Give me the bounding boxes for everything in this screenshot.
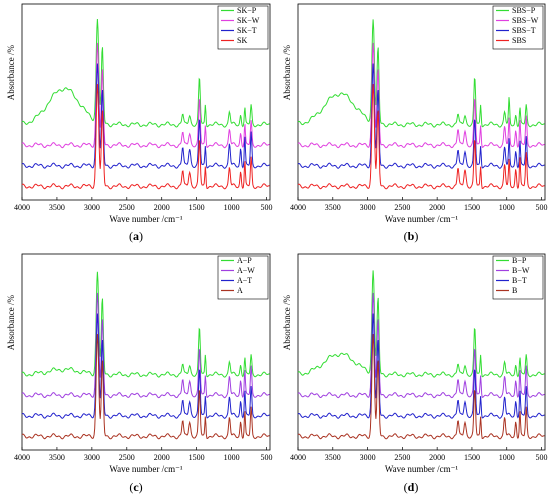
x-tick-label: 500 [536,453,548,462]
x-tick-label: 3000 [360,453,376,462]
x-tick-label: 500 [261,453,273,462]
x-tick-label: 3500 [325,203,341,212]
x-axis-label: Wave number /cm⁻¹ [109,464,183,474]
series-line [297,63,545,169]
legend-label: A−T [237,276,252,285]
legend-label: A [237,286,243,295]
x-tick-label: 3500 [49,203,65,212]
x-tick-label: 1500 [189,203,205,212]
legend-label: SBS−T [512,26,536,35]
x-tick-label: 4000 [290,453,306,462]
x-tick-label: 1500 [464,453,480,462]
x-tick-label: 2500 [394,453,410,462]
x-tick-label: 1500 [464,203,480,212]
legend-label: B−T [512,276,527,285]
series-line [21,42,270,149]
series-line [297,292,545,399]
legend-label: A−W [237,266,255,275]
series-line [21,83,270,190]
y-axis-label: Absorbance /% [282,44,292,100]
x-tick-label: 2500 [119,203,135,212]
panel-label: (c) [129,480,142,494]
series-line [21,271,270,378]
panel-c: 4000 3500 3000 2500 2000 1500 1000 500 Wave numb… [6,253,273,494]
x-tick-label: 1000 [499,453,515,462]
legend-label: SK−P [237,6,257,15]
x-tick-label: 1000 [224,453,240,462]
panel-label: (b) [404,229,419,243]
legend-label: B−W [512,266,530,275]
series-line [21,292,270,399]
legend-box [492,255,544,300]
x-tick-label: 3500 [325,453,341,462]
x-tick-label: 1500 [189,453,205,462]
legend-label: SBS [512,36,526,45]
y-axis-label: Absorbance /% [6,294,16,350]
legend-label: SBS−P [512,6,536,15]
y-axis-label: Absorbance /% [282,294,292,350]
legend-box [217,255,269,300]
legend-label: B−P [512,256,527,265]
series-line [297,333,545,440]
x-tick-label: 2000 [429,203,445,212]
x-tick-label: 3500 [49,453,65,462]
legend-label: SK−W [237,16,260,25]
x-tick-label: 4000 [290,203,306,212]
series-line [21,313,270,419]
legend-label: SK−T [237,26,257,35]
legend-box [492,5,544,50]
x-tick-label: 2500 [119,453,135,462]
x-axis-label: Wave number /cm⁻¹ [385,464,459,474]
legend-label: SBS−W [512,16,539,25]
plot-frame [297,253,546,451]
panel-label: (d) [404,480,419,494]
series-line [21,63,270,169]
x-tick-label: 4000 [14,453,30,462]
x-tick-label: 1000 [499,203,515,212]
x-axis-label: Wave number /cm⁻¹ [109,214,183,224]
x-axis-label: Wave number /cm⁻¹ [385,214,459,224]
panel-b: 4000 3500 3000 2500 2000 1500 1000 500 Wave numb… [282,3,548,243]
series-line [297,42,545,149]
y-axis-label: Absorbance /% [6,44,16,100]
x-tick-label: 4000 [14,203,30,212]
x-tick-label: 2000 [154,203,170,212]
x-tick-label: 3000 [84,453,100,462]
series-line [297,313,545,419]
series-line [297,270,545,378]
plot-frame [21,253,271,451]
x-tick-label: 500 [536,203,548,212]
legend-label: SK [237,36,247,45]
x-tick-label: 2000 [429,453,445,462]
series-line [297,19,545,128]
plot-frame [297,3,546,201]
x-tick-label: 3000 [84,203,100,212]
panel-d: 4000 3500 3000 2500 2000 1500 1000 500 Wave numb… [282,253,548,494]
x-tick-label: 3000 [360,203,376,212]
panel-label: (a) [129,229,143,243]
panel-a: 4000 3500 3000 2500 2000 1500 1000 500 Wave numb… [6,3,273,243]
legend-label: A−P [237,256,252,265]
series-line [297,83,545,190]
legend-label: B [512,286,517,295]
x-tick-label: 2500 [394,203,410,212]
legend-box [217,5,269,50]
series-line [21,18,270,128]
x-tick-label: 1000 [224,203,240,212]
x-tick-label: 500 [261,203,273,212]
x-tick-label: 2000 [154,453,170,462]
series-line [21,333,270,440]
plot-frame [21,3,271,201]
